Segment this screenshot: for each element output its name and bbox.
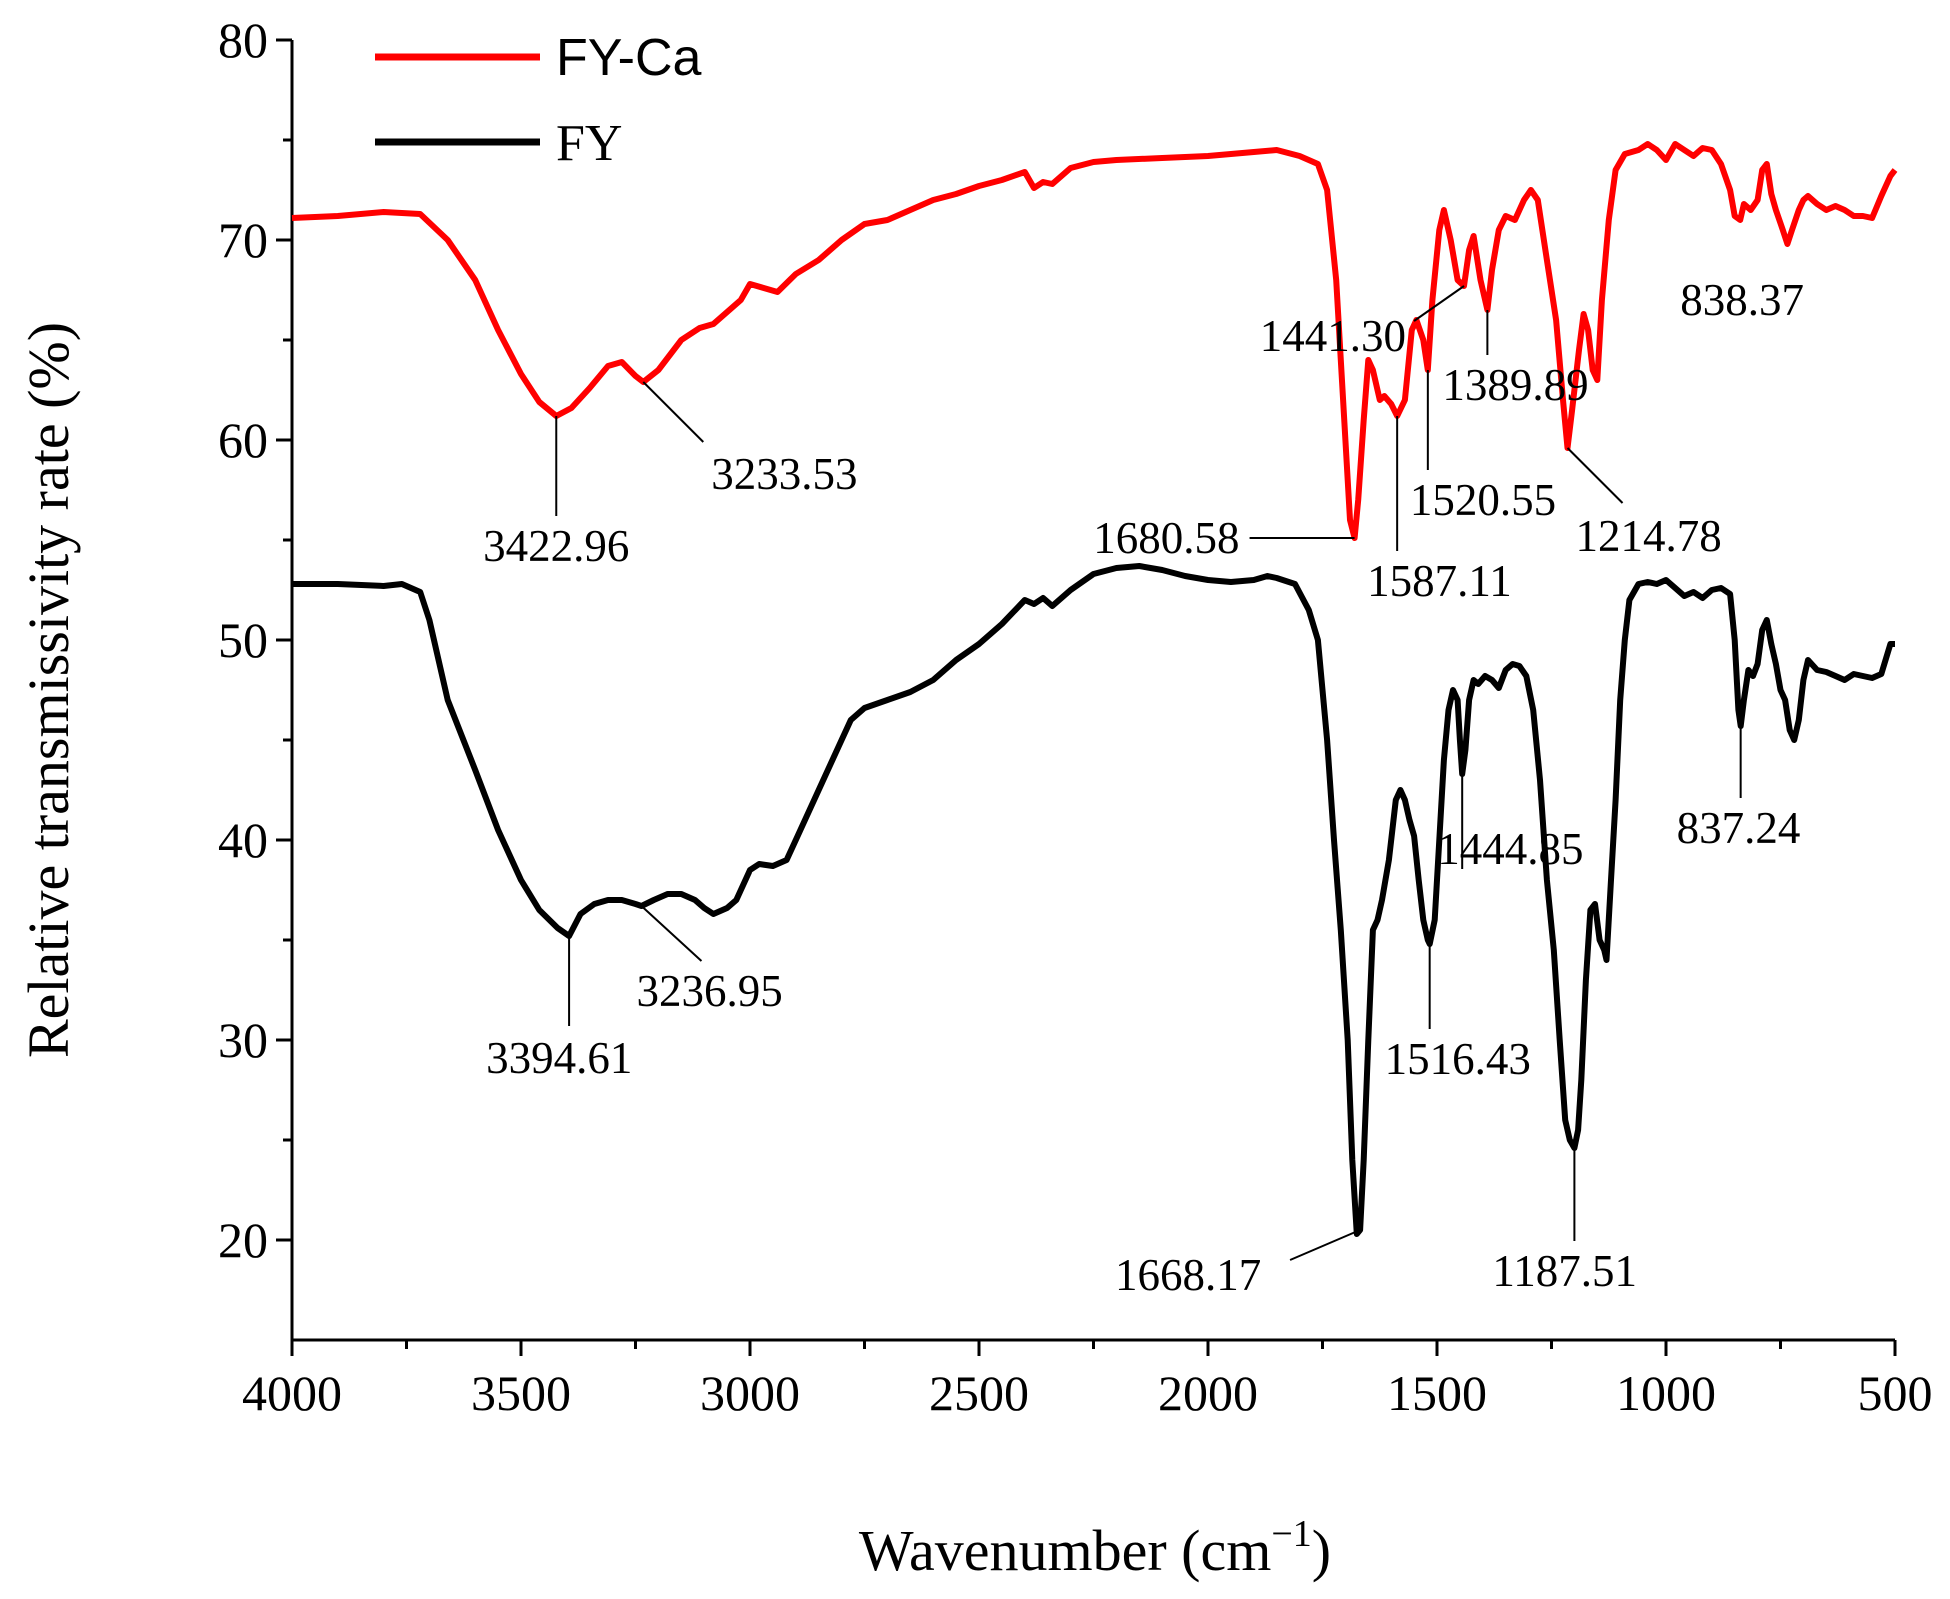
legend: FY-Ca FY xyxy=(375,29,702,172)
x-tick-label-1000: 1000 xyxy=(1616,1365,1716,1421)
peak-label-3422.96: 3422.96 xyxy=(483,521,629,571)
peak-leader-1668.17 xyxy=(1289,1229,1361,1261)
peak-label-1587.11: 1587.11 xyxy=(1367,556,1512,606)
peak-label-1680.58: 1680.58 xyxy=(1093,513,1239,563)
peak-label-3233.53: 3233.53 xyxy=(711,449,857,499)
legend-label-fy: FY xyxy=(556,115,622,172)
x-axis-title-close: ) xyxy=(1312,1518,1331,1583)
peak-label-1441.30: 1441.30 xyxy=(1260,311,1406,361)
peak-annotations: 3422.96 3233.53 1680.58 1587.11 1520.55 1441.… xyxy=(483,275,1804,1300)
peak-label-3236.95: 3236.95 xyxy=(636,966,782,1016)
x-tick-label-2000: 2000 xyxy=(1158,1365,1258,1421)
y-tick-label-20: 20 xyxy=(218,1212,268,1268)
peak-label-1187.51: 1187.51 xyxy=(1492,1246,1637,1296)
y-tick-label-60: 60 xyxy=(218,412,268,468)
y-tick-label-70: 70 xyxy=(218,212,268,268)
x-tick-label-1500: 1500 xyxy=(1387,1365,1487,1421)
series-group xyxy=(291,141,1898,1237)
y-ticks: 20 30 40 50 60 70 80 xyxy=(218,12,292,1268)
x-axis-title: Wavenumber (cm−1) xyxy=(859,1513,1331,1583)
peak-leader-3236.95 xyxy=(640,905,703,962)
peak-label-1520.55: 1520.55 xyxy=(1410,475,1556,525)
y-tick-label-40: 40 xyxy=(218,812,268,868)
series-line-fy xyxy=(292,563,1895,1237)
peak-label-837.24: 837.24 xyxy=(1677,803,1801,853)
x-tick-label-4000: 4000 xyxy=(242,1365,342,1421)
peak-label-838.37: 838.37 xyxy=(1680,275,1804,325)
x-tick-label-2500: 2500 xyxy=(929,1365,1029,1421)
series-line-fy-ca xyxy=(291,141,1898,541)
x-axis-title-main: Wavenumber (cm xyxy=(859,1518,1271,1583)
peak-leader-1214.78 xyxy=(1566,447,1624,504)
x-tick-label-3500: 3500 xyxy=(471,1365,571,1421)
peak-label-1516.43: 1516.43 xyxy=(1385,1034,1531,1084)
peak-label-1389.89: 1389.89 xyxy=(1442,360,1588,410)
x-axis-title-superscript: −1 xyxy=(1271,1513,1311,1555)
peak-label-1444.85: 1444.85 xyxy=(1437,824,1583,874)
peak-label-3394.61: 3394.61 xyxy=(486,1033,632,1083)
y-tick-label-80: 80 xyxy=(218,12,268,68)
peak-label-1668.17: 1668.17 xyxy=(1115,1250,1261,1300)
x-ticks: 4000 3500 3000 2500 2000 1500 1000 500 xyxy=(242,1340,1933,1421)
legend-label-fy-ca: FY-Ca xyxy=(556,29,702,87)
peak-label-1214.78: 1214.78 xyxy=(1576,511,1722,561)
y-axis-title: Relative transmissivity rate (%) xyxy=(16,322,81,1058)
y-tick-label-50: 50 xyxy=(218,612,268,668)
peak-leader-3233.53 xyxy=(642,381,704,443)
x-tick-label-3000: 3000 xyxy=(700,1365,800,1421)
y-tick-label-30: 30 xyxy=(218,1012,268,1068)
x-tick-label-500: 500 xyxy=(1858,1365,1933,1421)
peak-leader-1441.30 xyxy=(1413,285,1465,322)
